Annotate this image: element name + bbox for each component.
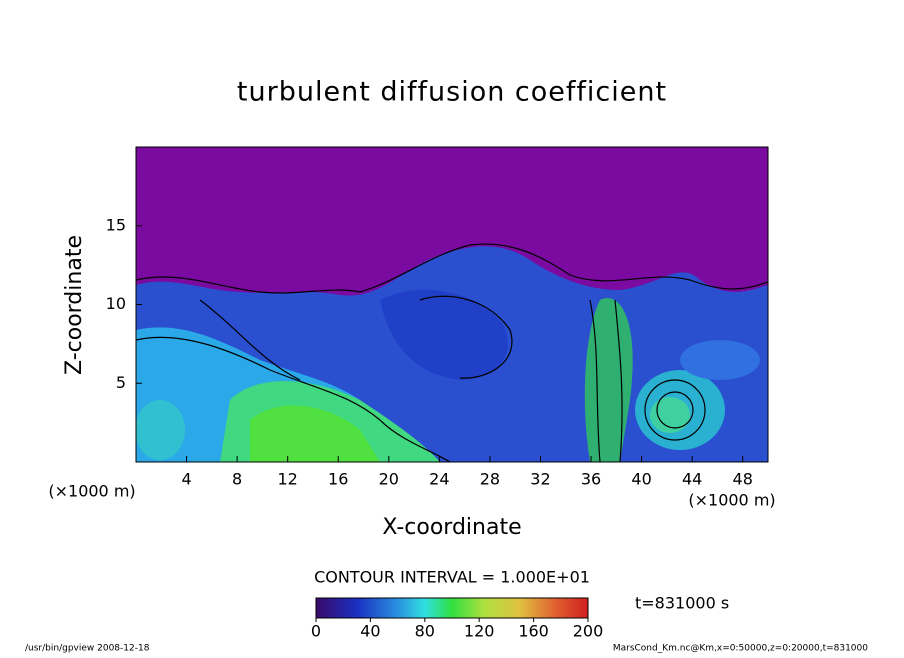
contour-field [136,147,768,462]
x-tick-label: 20 [379,470,399,489]
time-label: t=831000 s [635,594,729,613]
contour-interval: CONTOUR INTERVAL = 1.000E+01 [314,568,590,587]
x-tick-label: 44 [682,470,702,489]
x-tick-label: 36 [581,470,601,489]
chart-title: turbulent diffusion coefficient [237,77,667,108]
y-tick-label: 15 [106,215,126,234]
footer-left: /usr/bin/gpview 2008-12-18 [25,644,150,654]
x-tick-label: 4 [181,470,191,489]
y-tick-label: 5 [116,373,126,392]
x-tick-label: 12 [278,470,298,489]
x-tick-label: 40 [631,470,651,489]
x-unit-label: (×1000 m) [688,491,775,510]
colorbar-tick-label: 0 [311,622,321,641]
colorbar-tick-label: 200 [573,622,604,641]
x-tick-label: 8 [232,470,242,489]
colorbar-tick-label: 120 [464,622,495,641]
x-tick-label: 28 [480,470,500,489]
x-tick-label: 16 [328,470,348,489]
x-tick-label: 32 [530,470,550,489]
y-axis-label: Z-coordinate [62,235,87,375]
colorbar-tick-label: 80 [415,622,435,641]
footer-right: MarsCond_Km.nc@Km,x=0:50000,z=0:20000,t=… [613,644,868,654]
y-unit-label: (×1000 m) [48,482,135,501]
x-tick-label: 48 [733,470,753,489]
y-tick-label: 10 [106,294,126,313]
x-axis-label: X-coordinate [382,515,521,540]
x-tick-label: 24 [429,470,449,489]
colorbar [315,597,589,619]
colorbar-tick-label: 160 [518,622,549,641]
colorbar-tick-label: 40 [360,622,380,641]
